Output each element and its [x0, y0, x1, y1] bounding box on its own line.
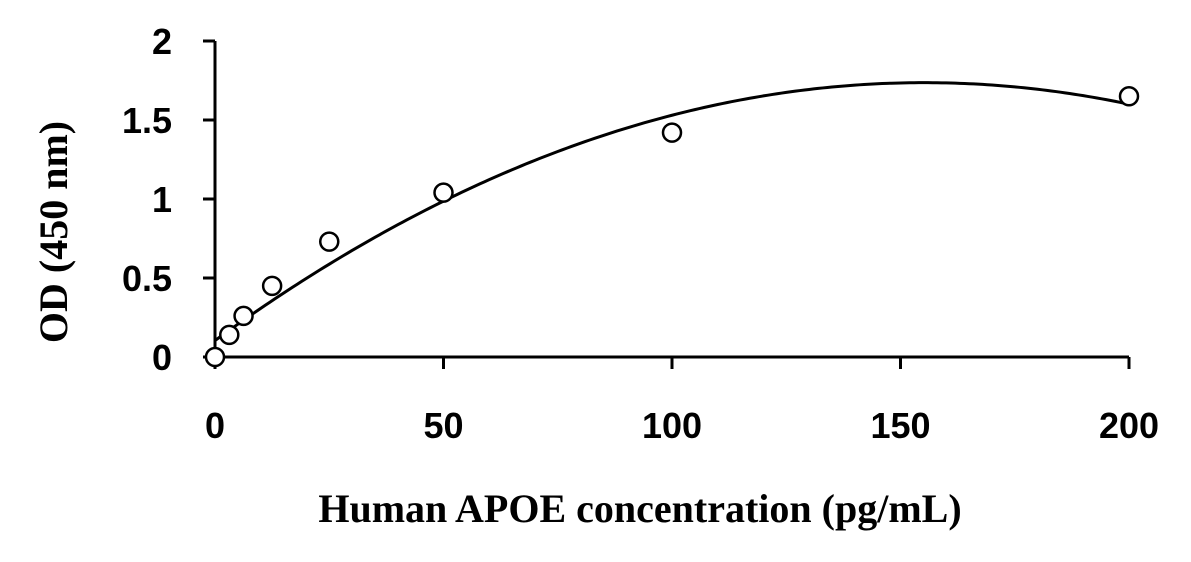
y-tick-label: 1.5	[122, 100, 172, 141]
x-axis-title: Human APOE concentration (pg/mL)	[318, 486, 961, 531]
data-point	[261, 275, 283, 297]
data-point	[219, 324, 240, 346]
y-axis-title: OD (450 nm)	[31, 121, 76, 343]
axes	[213, 41, 1129, 359]
y-tick-label: 1	[152, 179, 172, 220]
y-tick-label: 0	[152, 337, 172, 378]
data-point	[319, 231, 340, 252]
y-tick-label: 2	[152, 21, 172, 62]
data-point	[233, 305, 254, 327]
fit-layer	[214, 81, 1130, 342]
fit-curve	[214, 81, 1130, 342]
x-tick-label: 50	[423, 405, 463, 446]
data-point	[204, 346, 226, 368]
y-tick-label: 0.5	[122, 258, 172, 299]
data-point	[661, 122, 683, 143]
x-tick-label: 200	[1099, 405, 1159, 446]
x-tick-label: 0	[205, 405, 225, 446]
x-ticks: 0 50 100 150 200	[205, 357, 1159, 446]
x-tick-label: 100	[642, 405, 702, 446]
y-ticks: 0 0.5 1 1.5 2	[122, 21, 215, 378]
data-point	[1118, 86, 1140, 107]
x-tick-label: 150	[870, 405, 930, 446]
points-layer	[204, 86, 1140, 368]
data-point	[433, 182, 454, 203]
